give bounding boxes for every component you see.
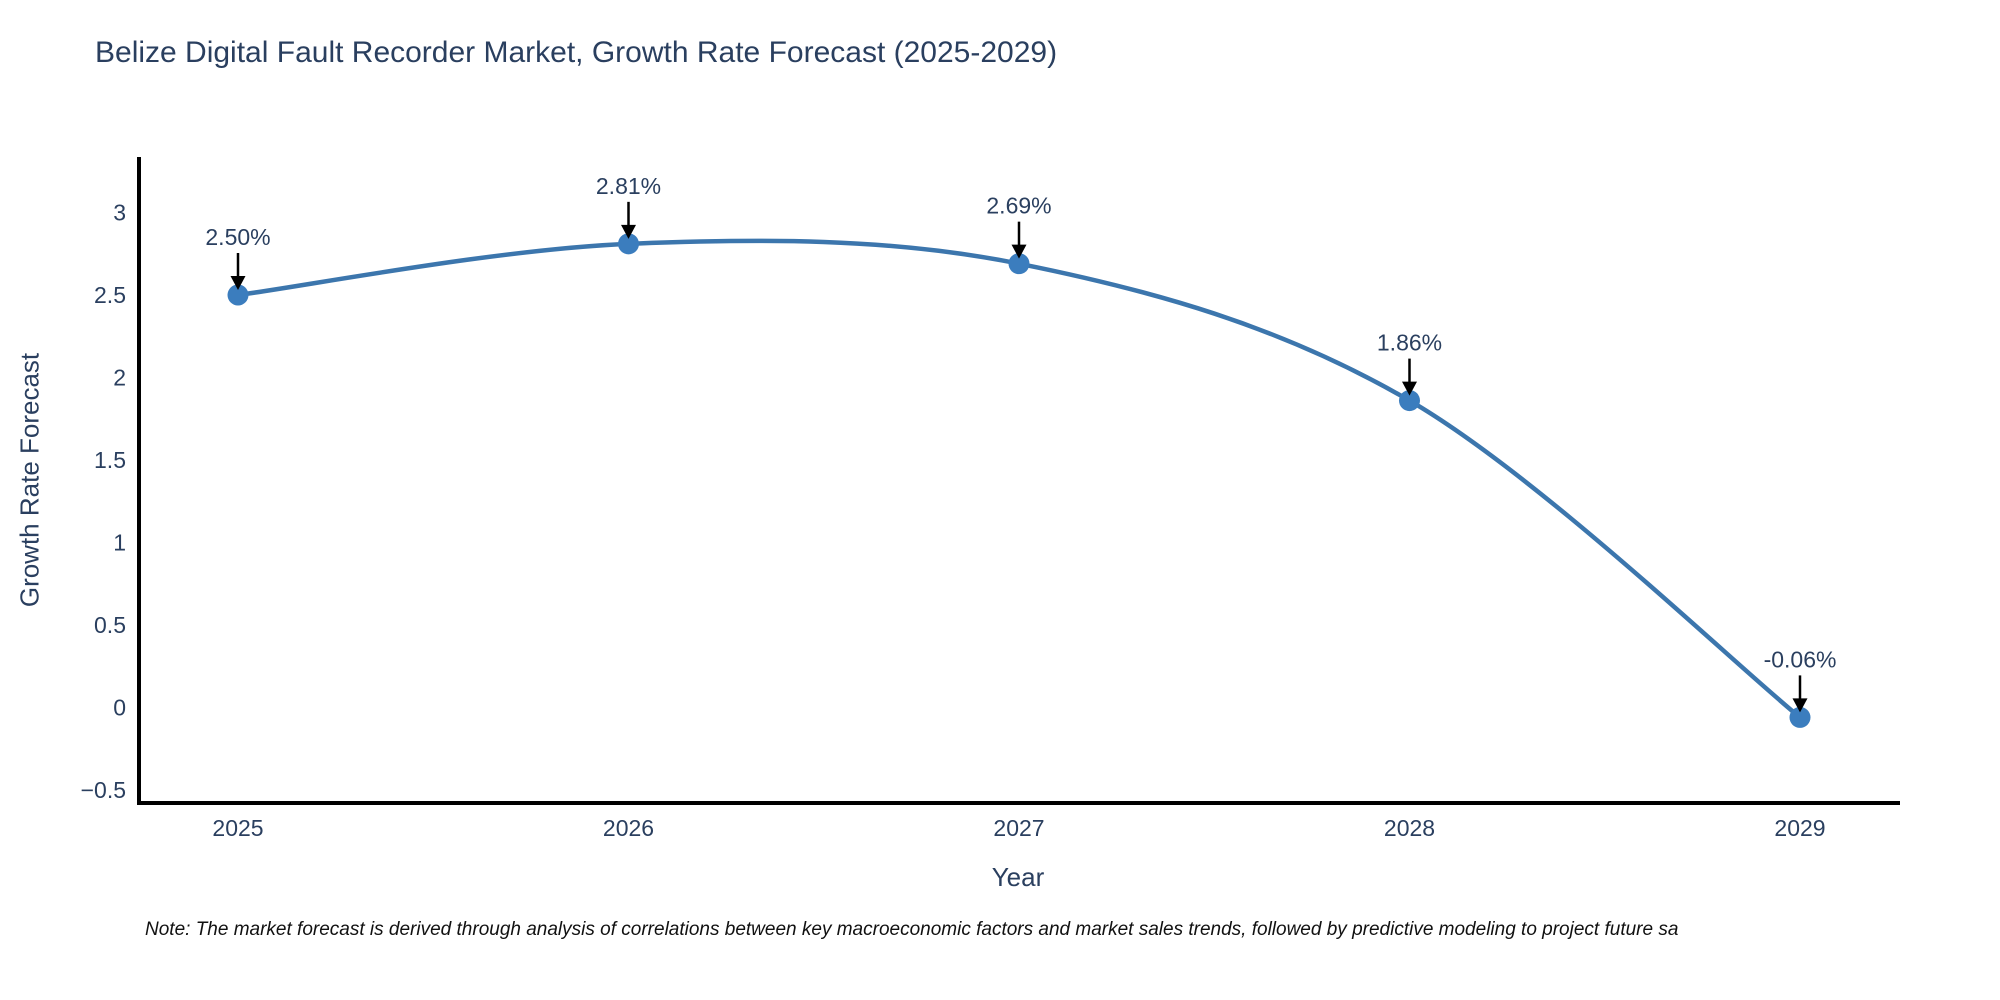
- x-tick-label: 2025: [212, 815, 263, 841]
- x-tick-label: 2026: [603, 815, 654, 841]
- annotation-arrowhead-icon: [1011, 244, 1027, 259]
- x-axis-title: Year: [991, 862, 1045, 892]
- x-tick-label: 2027: [993, 815, 1044, 841]
- data-point-label: 2.81%: [596, 173, 661, 199]
- data-point-label: 2.69%: [986, 193, 1051, 219]
- x-tick-label: 2028: [1384, 815, 1435, 841]
- data-point-label: 1.86%: [1377, 330, 1442, 356]
- y-tick-label: 1.5: [94, 447, 126, 473]
- annotation-arrowhead-icon: [1792, 698, 1808, 713]
- y-tick-label: 2.5: [94, 282, 126, 308]
- y-tick-label: 2: [113, 365, 126, 391]
- y-tick-label: 1: [113, 530, 126, 556]
- x-tick-label: 2029: [1774, 815, 1825, 841]
- data-point-marker: [1789, 706, 1811, 728]
- data-point-marker: [1399, 390, 1420, 412]
- data-point-label: -0.06%: [1764, 646, 1837, 672]
- y-tick-label: 0.5: [94, 612, 126, 638]
- data-point-label: 2.50%: [205, 224, 270, 250]
- forecast-line: [237, 238, 1802, 720]
- data-point-marker: [618, 233, 639, 255]
- y-tick-label: 0: [113, 695, 126, 721]
- chart-footnote: Note: The market forecast is derived thr…: [145, 919, 1679, 940]
- y-tick-label: 3: [113, 200, 126, 226]
- data-point-marker: [227, 284, 249, 306]
- annotation-arrowhead-icon: [621, 224, 636, 239]
- annotation-arrowhead-icon: [230, 276, 246, 290]
- y-tick-label: −0.5: [81, 777, 126, 803]
- chart-title: Belize Digital Fault Recorder Market, Gr…: [95, 36, 1058, 69]
- annotation-arrowhead-icon: [1402, 381, 1417, 396]
- data-point-marker: [1008, 253, 1030, 275]
